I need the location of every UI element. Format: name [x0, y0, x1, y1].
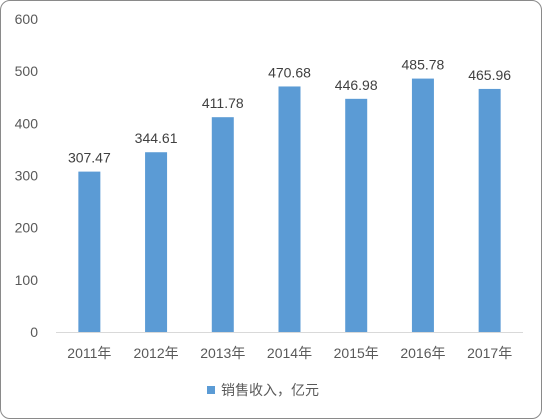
bar-2012年 [145, 152, 168, 332]
y-tick-label: 100 [15, 272, 39, 288]
y-tick-label: 0 [30, 324, 38, 340]
legend-swatch [207, 386, 215, 394]
y-tick-label: 500 [15, 63, 39, 79]
bar-2011年 [78, 171, 101, 332]
y-tick-label: 200 [15, 220, 39, 236]
bar-2014年 [278, 86, 301, 332]
data-labels: 307.47 344.61 411.78 470.68 446.98 485.78 465.… [68, 57, 511, 166]
bar-2016年 [411, 78, 434, 332]
legend-label: 销售收入，亿元 [221, 382, 319, 398]
x-tick-label: 2011年 [67, 345, 111, 361]
legend: 销售收入，亿元 [207, 382, 319, 398]
x-tick-label: 2013年 [200, 345, 245, 361]
x-tick-label: 2014年 [267, 345, 312, 361]
data-label: 307.47 [68, 150, 111, 166]
x-tick-label: 2017年 [467, 345, 512, 361]
bar-2017年 [478, 88, 501, 333]
x-tick-label: 2016年 [400, 345, 445, 361]
y-tick-label: 600 [15, 11, 39, 27]
x-tick-label: 2012年 [133, 345, 178, 361]
data-label: 446.98 [335, 77, 378, 93]
y-tick-label: 300 [15, 168, 39, 184]
bar-series [78, 78, 501, 333]
x-axis-tick-labels: 2011年 2012年 2013年 2014年 2015年 2016年 2017年 [67, 345, 512, 361]
x-tick-label: 2015年 [334, 345, 379, 361]
data-label: 344.61 [135, 130, 178, 146]
bar-2015年 [345, 98, 368, 332]
y-axis-tick-labels: 0 100 200 300 400 500 600 [15, 11, 39, 340]
bar-2013年 [211, 117, 234, 332]
y-tick-label: 400 [15, 115, 39, 131]
data-label: 485.78 [402, 57, 445, 73]
data-label: 465.96 [468, 67, 511, 83]
data-label: 470.68 [268, 64, 311, 80]
data-label: 411.78 [202, 95, 244, 111]
